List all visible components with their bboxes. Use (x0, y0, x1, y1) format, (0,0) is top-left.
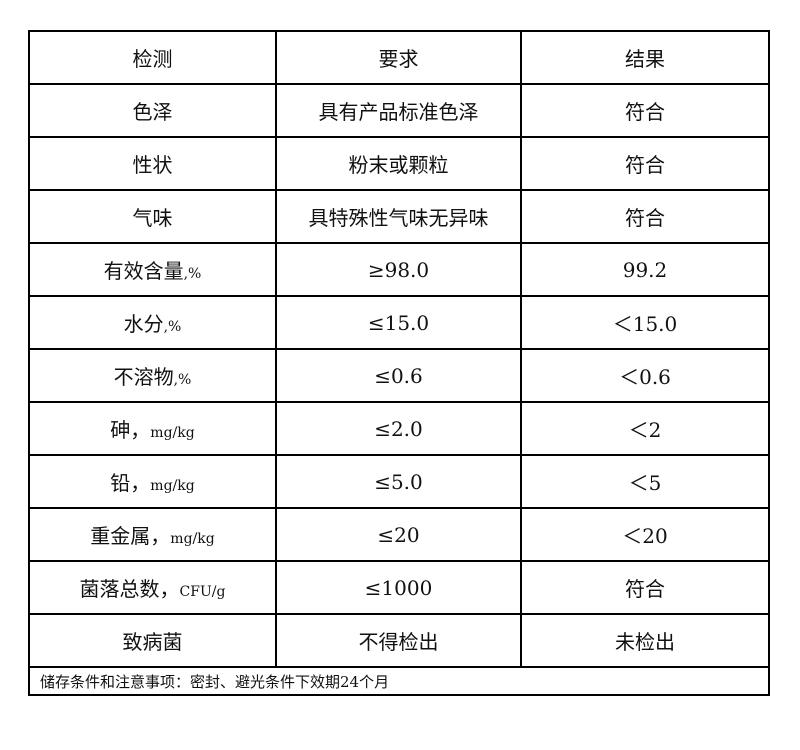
table-row: 有效含量,% ≥98.0 99.2 (28, 242, 770, 297)
test-item: 色泽 (28, 83, 277, 138)
item-unit: ,% (183, 266, 202, 282)
requirement-cell: ≤2.0 (275, 401, 522, 456)
item-name: 菌落总数， (79, 577, 180, 601)
item-name: 色泽 (132, 100, 173, 124)
item-name: 砷， (110, 418, 151, 442)
requirement-cell: 具特殊性气味无异味 (275, 189, 522, 244)
test-item: 砷，mg/kg (28, 401, 277, 456)
requirement-cell: 具有产品标准色泽 (275, 83, 522, 138)
table-row: 不溶物,% ≤0.6 ＜0.6 (28, 348, 770, 403)
test-item: 气味 (28, 189, 277, 244)
test-item: 菌落总数，CFU/g (28, 560, 277, 615)
requirement-cell: ≥98.0 (275, 242, 522, 297)
requirement-cell: ≤0.6 (275, 348, 522, 403)
header-test: 检测 (28, 30, 277, 85)
result-cell: 99.2 (520, 242, 770, 297)
header-result: 结果 (520, 30, 770, 85)
table-row: 重金属，mg/kg ≤20 ＜20 (28, 507, 770, 562)
test-item: 不溶物,% (28, 348, 277, 403)
item-name: 不溶物 (113, 365, 174, 389)
test-item: 铅，mg/kg (28, 454, 277, 509)
result-cell: 符合 (520, 136, 770, 191)
table-row: 致病菌 不得检出 未检出 (28, 613, 770, 668)
storage-note: 储存条件和注意事项：密封、避光条件下效期24个月 (28, 666, 770, 696)
result-cell: ＜15.0 (520, 295, 770, 350)
result-cell: ＜0.6 (520, 348, 770, 403)
item-name: 气味 (132, 206, 173, 230)
result-cell: 未检出 (520, 613, 770, 668)
result-cell: ＜20 (520, 507, 770, 562)
item-unit: mg/kg (150, 425, 195, 441)
item-name: 致病菌 (122, 630, 183, 654)
result-cell: 符合 (520, 560, 770, 615)
test-item: 水分,% (28, 295, 277, 350)
requirement-cell: ≤5.0 (275, 454, 522, 509)
requirement-cell: ≤1000 (275, 560, 522, 615)
item-name: 重金属， (90, 524, 171, 548)
result-cell: 符合 (520, 83, 770, 138)
result-cell: ＜5 (520, 454, 770, 509)
item-name: 有效含量 (103, 259, 184, 283)
item-name: 性状 (132, 153, 173, 177)
requirement-cell: ≤20 (275, 507, 522, 562)
table-row: 铅，mg/kg ≤5.0 ＜5 (28, 454, 770, 509)
footer-row: 储存条件和注意事项：密封、避光条件下效期24个月 (28, 666, 770, 696)
table-row: 色泽 具有产品标准色泽 符合 (28, 83, 770, 138)
requirement-cell: ≤15.0 (275, 295, 522, 350)
item-unit: mg/kg (170, 531, 215, 547)
table-row: 水分,% ≤15.0 ＜15.0 (28, 295, 770, 350)
item-name: 水分 (123, 312, 164, 336)
requirement-cell: 不得检出 (275, 613, 522, 668)
header-requirement: 要求 (275, 30, 522, 85)
item-unit: ,% (163, 319, 182, 335)
item-name: 铅， (110, 471, 151, 495)
item-unit: CFU/g (179, 584, 226, 600)
inspection-table: 检测 要求 结果 色泽 具有产品标准色泽 符合 性状 粉末或颗粒 符合 气味 具特殊性气味无异… (28, 30, 770, 696)
item-unit: ,% (173, 372, 192, 388)
test-item: 重金属，mg/kg (28, 507, 277, 562)
table-row: 性状 粉末或颗粒 符合 (28, 136, 770, 191)
result-cell: 符合 (520, 189, 770, 244)
item-unit: mg/kg (150, 478, 195, 494)
table-row: 砷，mg/kg ≤2.0 ＜2 (28, 401, 770, 456)
requirement-cell: 粉末或颗粒 (275, 136, 522, 191)
test-item: 有效含量,% (28, 242, 277, 297)
header-row: 检测 要求 结果 (28, 30, 770, 85)
table-row: 气味 具特殊性气味无异味 符合 (28, 189, 770, 244)
test-item: 性状 (28, 136, 277, 191)
test-item: 致病菌 (28, 613, 277, 668)
result-cell: ＜2 (520, 401, 770, 456)
table-row: 菌落总数，CFU/g ≤1000 符合 (28, 560, 770, 615)
